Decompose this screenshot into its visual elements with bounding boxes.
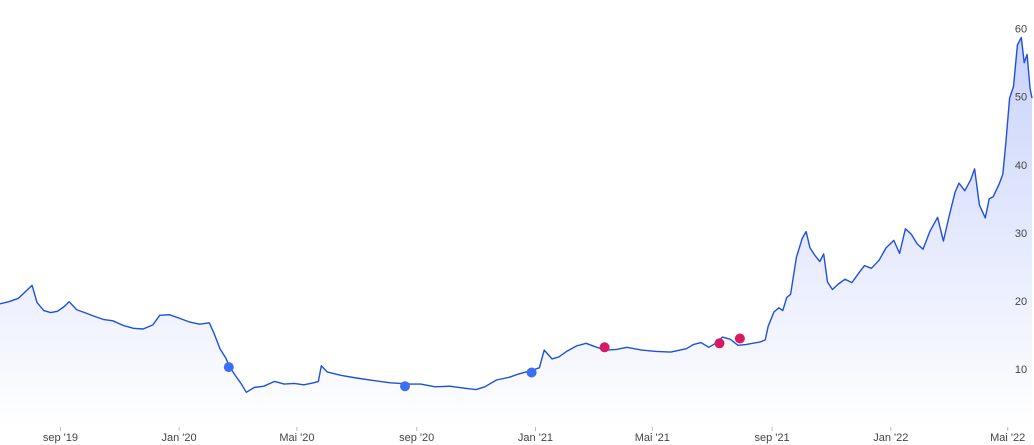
buy-marker[interactable] <box>223 362 234 373</box>
sell-marker[interactable] <box>734 333 745 344</box>
price-line <box>0 36 1033 393</box>
y-axis-ticks: 10 20 30 40 50 60 <box>1015 24 1027 377</box>
x-tick-label: sep '21 <box>755 432 790 444</box>
sell-marker[interactable] <box>714 338 725 349</box>
y-tick-label: 40 <box>1015 160 1027 172</box>
price-area-fill <box>0 37 1032 427</box>
event-markers <box>223 333 745 392</box>
x-tick-label: Mai '22 <box>990 432 1025 444</box>
buy-marker[interactable] <box>526 367 537 378</box>
x-tick-label: Mai '21 <box>635 432 670 444</box>
x-tick-label: Jan '22 <box>873 432 908 444</box>
y-tick-label: 10 <box>1015 364 1027 376</box>
x-tick-label: sep '19 <box>43 432 78 444</box>
sell-marker[interactable] <box>599 342 610 353</box>
x-axis-ticks: sep '19 Jan '20 Mai '20 sep '20 Jan '21 Mai '… <box>43 427 1025 444</box>
x-tick-label: Jan '20 <box>162 432 197 444</box>
y-tick-label: 60 <box>1015 24 1027 36</box>
x-tick-label: Mai '20 <box>279 432 314 444</box>
x-tick-label: sep '20 <box>399 432 434 444</box>
y-tick-label: 20 <box>1015 296 1027 308</box>
x-tick-label: Jan '21 <box>518 432 553 444</box>
buy-marker[interactable] <box>400 381 410 392</box>
y-tick-label: 30 <box>1015 228 1027 240</box>
y-tick-label: 50 <box>1015 92 1027 104</box>
